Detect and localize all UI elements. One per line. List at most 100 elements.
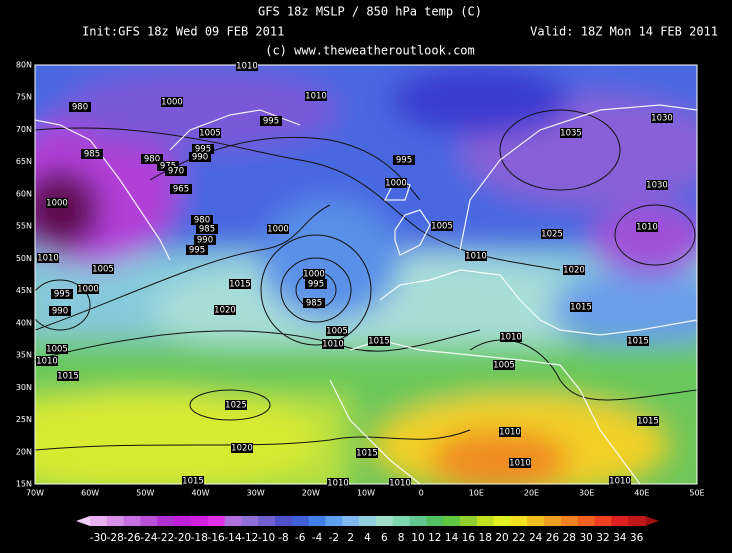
- isobar-label: 985: [303, 298, 325, 309]
- isobar-label: 965: [170, 184, 192, 195]
- isobar-label: 990: [189, 152, 211, 163]
- longitude-label: 30W: [247, 489, 265, 498]
- isobar-label-text: 980: [72, 103, 88, 113]
- colorbar-label: -28: [107, 532, 124, 544]
- colorbar-label: -12: [241, 532, 258, 544]
- isobar-label-text: 1005: [431, 222, 453, 232]
- isobar-label-text: 1030: [651, 114, 673, 124]
- longitude-label: 30E: [579, 489, 594, 498]
- isobar-label-bg: [194, 235, 216, 245]
- isobar-label: 995: [186, 245, 208, 256]
- isobar-label-text: 985: [306, 299, 322, 309]
- isobar-label-text: 1015: [368, 337, 390, 347]
- isobar-label-bg: [465, 251, 487, 261]
- isobar-label: 995: [260, 116, 282, 127]
- isobar-label-bg: [46, 344, 68, 354]
- colorbar-label: -26: [123, 532, 140, 544]
- colorbar-label: -18: [191, 532, 208, 544]
- isobar-label-bg: [236, 61, 258, 71]
- colorbar-label: 30: [579, 532, 592, 544]
- colorbar-cell: [426, 516, 444, 526]
- isobar-label-text: 1010: [322, 340, 344, 350]
- isobar-label: 1010: [327, 478, 349, 489]
- longitude-label: 10W: [357, 489, 375, 498]
- isobar-label: 1010: [509, 458, 531, 469]
- isobar-label-text: 1020: [231, 444, 253, 454]
- colorbar-label: 6: [381, 532, 388, 544]
- isobar-label: 1015: [57, 371, 79, 382]
- isobar-label: 1010: [37, 253, 59, 264]
- isobar-label-text: 1015: [182, 477, 204, 487]
- isobar-label-text: 1025: [541, 230, 563, 240]
- latitude-label: 45N: [16, 286, 32, 295]
- colorbar-label: 24: [529, 532, 543, 544]
- init-time: Init:GFS 18z Wed 09 FEB 2011: [82, 25, 284, 39]
- longitude-label: 10E: [469, 489, 484, 498]
- colorbar-cell: [527, 516, 545, 526]
- isobar-label: 995: [393, 155, 415, 166]
- latitude-label: 20N: [16, 447, 32, 456]
- colorbar-label: 14: [445, 532, 459, 544]
- colorbar-cell: [392, 516, 411, 526]
- isobar-label: 1000: [267, 224, 289, 235]
- isobar-label: 1010: [465, 251, 487, 262]
- latitude-label: 40N: [16, 318, 32, 327]
- isobar-label-text: 1005: [326, 327, 348, 337]
- isobar-label-bg: [37, 253, 59, 263]
- isobar-label-text: 1005: [199, 129, 221, 139]
- isobar-label-bg: [182, 476, 204, 486]
- isobar-label-bg: [305, 279, 327, 289]
- isobar-label-bg: [260, 116, 282, 126]
- isobar-label-bg: [499, 427, 521, 437]
- colorbar-cell: [375, 516, 394, 526]
- isobar-label: 1030: [651, 113, 673, 124]
- isobar-label-text: 1015: [57, 372, 79, 382]
- isobar-label-bg: [192, 144, 214, 154]
- colorbar-cell: [90, 516, 108, 526]
- colorbar: -30 -28 -26 -24 -22 -20 -18 -16 -14 -12 -10 -8 -6 -4-…: [76, 516, 659, 544]
- colorbar-cell: [241, 516, 259, 526]
- isobar-label-bg: [385, 178, 407, 188]
- colorbar-cell: [258, 516, 276, 526]
- isobar-label-text: 1010: [509, 459, 531, 469]
- colorbar-cell: [207, 516, 226, 526]
- colorbar-label: 10: [411, 532, 424, 544]
- isobar-label: 1025: [541, 229, 563, 240]
- isobar-label: 1005: [199, 128, 221, 139]
- isobar-label-bg: [303, 298, 325, 308]
- colorbar-label: 36: [630, 532, 644, 544]
- isobar-label-text: 1005: [92, 265, 114, 275]
- isobar-label: 1010: [636, 222, 658, 233]
- colorbar-cell: [342, 516, 360, 526]
- isobar-label-text: 995: [195, 145, 211, 155]
- isobar-label-bg: [189, 152, 211, 162]
- longitude-label: 20E: [524, 489, 539, 498]
- colorbar-label: 20: [495, 532, 508, 544]
- colorbar-cell: [594, 516, 612, 526]
- isobar-label-bg: [191, 215, 213, 225]
- isobar-label-bg: [199, 128, 221, 138]
- isobar-label: 995: [51, 289, 73, 300]
- isobar-label-bg: [57, 371, 79, 381]
- colorbar-cell: [409, 516, 427, 526]
- colorbar-cell: [544, 516, 562, 526]
- colorbar-label: -14: [224, 532, 241, 544]
- colorbar-cell: [157, 516, 175, 526]
- colorbar-cell: [493, 516, 511, 526]
- longitude-label: 40E: [634, 489, 649, 498]
- isobar-label: 1015: [356, 448, 378, 459]
- isobar-label-bg: [431, 221, 453, 231]
- isobar-label-bg: [161, 97, 183, 107]
- isobar-label-text: 985: [199, 225, 215, 235]
- isobar-label-text: 1010: [305, 92, 327, 102]
- colorbar-cell: [140, 516, 158, 526]
- isobar-label-text: 1010: [465, 252, 487, 262]
- isobar-label: 1005: [431, 221, 453, 232]
- isobar-label: 1010: [36, 356, 58, 367]
- colorbar-label: -22: [157, 532, 174, 544]
- isobar-label-text: 1010: [500, 333, 522, 343]
- isobar-label: 1030: [646, 180, 668, 191]
- colorbar-cell: [224, 516, 242, 526]
- colorbar-label: 4: [364, 532, 371, 544]
